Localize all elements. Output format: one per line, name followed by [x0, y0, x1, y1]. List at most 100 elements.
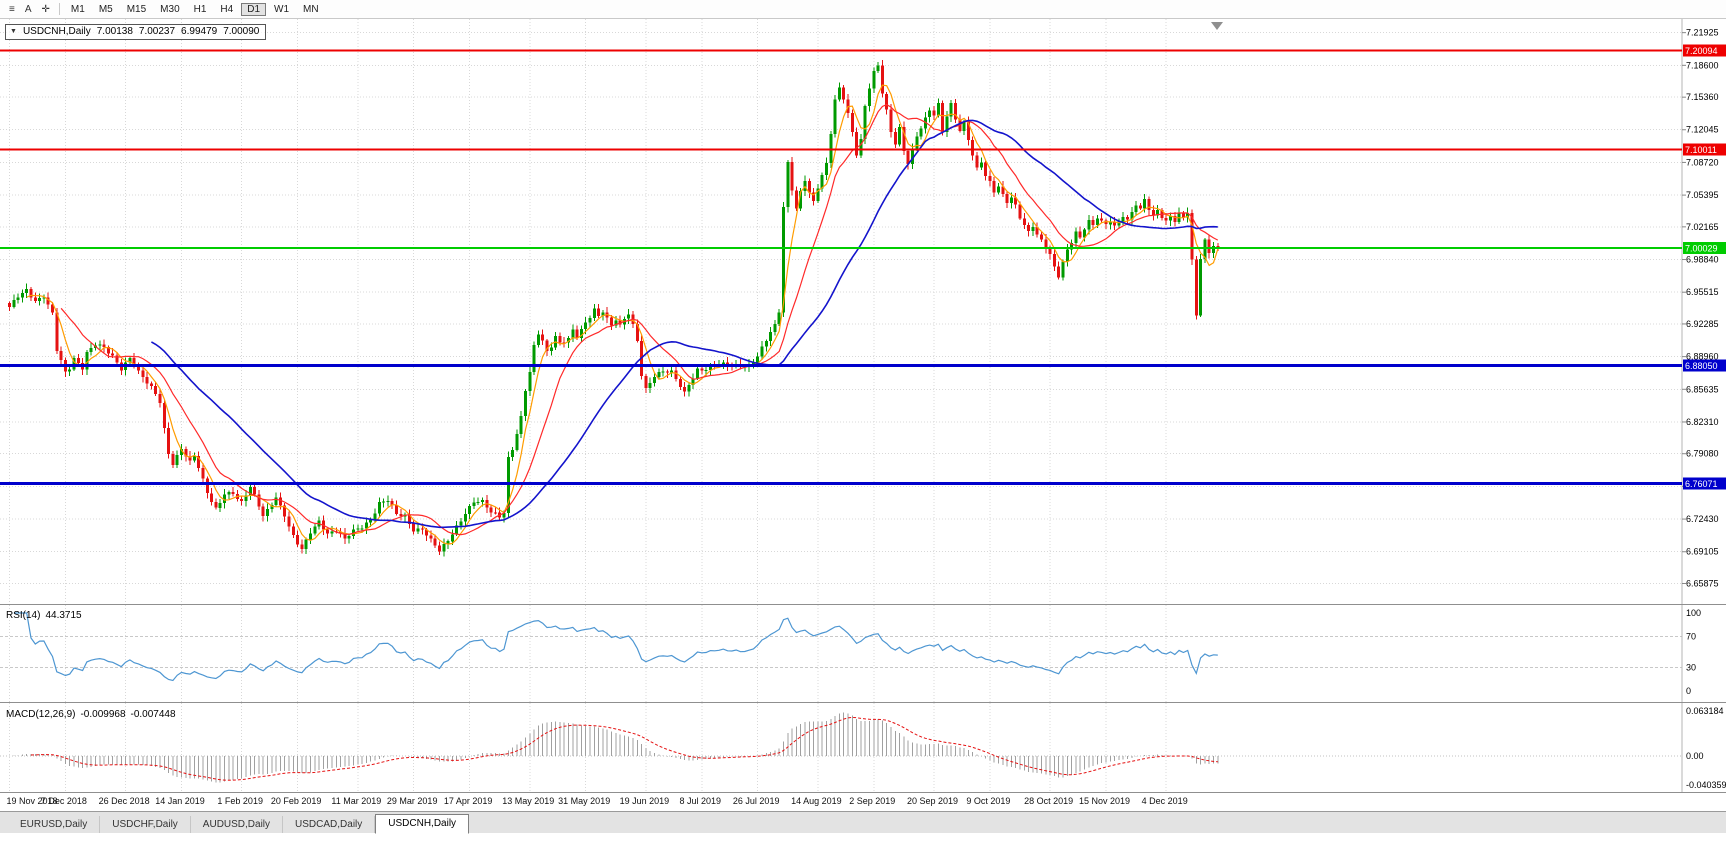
timeframe-mn[interactable]: MN: [303, 3, 319, 15]
timeframe-d1[interactable]: D1: [241, 2, 267, 16]
date-label: 11 Mar 2019: [331, 796, 382, 806]
date-label: 26 Jul 2019: [732, 796, 780, 806]
timeframe-h1[interactable]: H1: [193, 3, 207, 15]
svg-text:7.10011: 7.10011: [1685, 145, 1717, 155]
chart-dropdown-icon[interactable]: ▼: [10, 28, 17, 35]
date-label: 20 Feb 2019: [270, 796, 322, 806]
svg-text:6.85635: 6.85635: [1686, 384, 1719, 394]
tab-usdcnh[interactable]: USDCNH,Daily: [375, 814, 470, 834]
svg-text:0: 0: [1686, 686, 1691, 696]
svg-text:6.82310: 6.82310: [1686, 417, 1719, 427]
timeframe-w1[interactable]: W1: [274, 3, 290, 15]
svg-text:6.98840: 6.98840: [1686, 255, 1719, 265]
tab-audusd[interactable]: AUDUSD,Daily: [191, 816, 284, 833]
date-label: 15 Nov 2019: [1078, 796, 1131, 806]
toolbar-icon-group: ≡ A ✛: [4, 3, 55, 16]
date-label: 13 May 2019: [502, 796, 555, 806]
svg-text:100: 100: [1686, 608, 1701, 618]
svg-text:0.00: 0.00: [1686, 751, 1704, 761]
svg-text:7.18600: 7.18600: [1686, 60, 1719, 70]
ma-slow-line: [150, 119, 1218, 529]
chart-title-box[interactable]: ▼ USDCNH,Daily 7.00138 7.00237 6.99479 7…: [5, 24, 267, 40]
macd-value-1: -0.009968: [80, 709, 126, 720]
ma-fast-line: [26, 84, 1219, 545]
cursor-a-icon[interactable]: A: [24, 3, 32, 15]
quote-open: 7.00138: [96, 26, 133, 37]
svg-text:70: 70: [1686, 631, 1696, 641]
hline-price-label: [1683, 143, 1726, 156]
rsi-line: [13, 612, 1218, 682]
svg-text:6.76071: 6.76071: [1685, 479, 1718, 489]
rsi-grid: 100 70 30 0: [0, 605, 1701, 702]
date-label: 28 Oct 2019: [1024, 796, 1074, 806]
timeframe-h4[interactable]: H4: [220, 3, 234, 15]
macd-name: MACD(12,26,9): [6, 709, 76, 720]
tab-usdchf[interactable]: USDCHF,Daily: [100, 816, 191, 833]
date-label: 1 Feb 2019: [217, 796, 263, 806]
timeframe-group: M1 M5 M15 M30 H1 H4 D1 W1 MN: [64, 2, 326, 16]
date-label: 29 Mar 2019: [386, 796, 438, 806]
price-axis[interactable]: 7.21925 7.18600 7.15360 7.12045 7.08720 7.053…: [1681, 19, 1719, 605]
rsi-indicator-label: RSI(14) 44.3715: [6, 610, 87, 621]
svg-text:6.69105: 6.69105: [1686, 547, 1719, 557]
hline-price-label: [1683, 44, 1726, 57]
macd-signal-line: [30, 716, 1218, 781]
svg-text:7.08720: 7.08720: [1686, 157, 1719, 167]
timeframe-m1[interactable]: M1: [70, 3, 85, 15]
svg-text:6.88050: 6.88050: [1685, 361, 1718, 371]
svg-text:7.20094: 7.20094: [1685, 46, 1718, 56]
quote-low: 6.99479: [181, 26, 218, 37]
menu-icon[interactable]: ≡: [9, 3, 15, 15]
date-label: 14 Aug 2019: [791, 796, 842, 806]
svg-text:6.88960: 6.88960: [1686, 352, 1719, 362]
svg-text:0.063184: 0.063184: [1686, 706, 1724, 716]
svg-text:7.15360: 7.15360: [1686, 92, 1719, 102]
toolbar-separator: [58, 3, 60, 15]
date-label: 4 Dec 2019: [1141, 796, 1188, 806]
hline-price-label: [1683, 477, 1726, 490]
quote-high: 7.00237: [138, 26, 176, 37]
crosshair-icon[interactable]: ✛: [41, 3, 50, 15]
svg-text:6.79080: 6.79080: [1686, 449, 1719, 459]
chart-tab-bar: EURUSD,Daily USDCHF,Daily AUDUSD,Daily USDC…: [0, 811, 1726, 834]
date-axis[interactable]: 19 Nov 2018 7 Dec 2018 26 Dec 2018 14 Jan 2…: [0, 793, 1726, 811]
rsi-panel-canvas[interactable]: 100 70 30 0: [0, 605, 1726, 703]
main-grid: [0, 19, 1682, 604]
tab-usdcad[interactable]: USDCAD,Daily: [283, 816, 376, 833]
svg-text:7.05395: 7.05395: [1686, 190, 1719, 200]
timeframe-m5[interactable]: M5: [98, 3, 113, 15]
rsi-name: RSI(14): [6, 610, 41, 621]
date-label: 19 Nov 2018: [6, 796, 58, 806]
svg-text:7.21925: 7.21925: [1686, 28, 1719, 38]
chart-shift-marker[interactable]: [1211, 22, 1223, 30]
svg-text:30: 30: [1686, 663, 1696, 673]
horizontal-lines-layer[interactable]: 7.20094 7.10011 7.00029 6.88050 6.76071: [0, 44, 1726, 490]
timeframe-m15[interactable]: M15: [126, 3, 147, 15]
date-label: 2 Sep 2019: [849, 796, 896, 806]
chart-symbol-period: USDCNH,Daily: [22, 26, 91, 37]
hline-price-label: [1683, 241, 1726, 254]
date-label: 20 Sep 2019: [906, 796, 959, 806]
tab-eurusd[interactable]: EURUSD,Daily: [8, 816, 101, 833]
svg-text:6.92285: 6.92285: [1686, 319, 1719, 329]
top-toolbar: ≡ A ✛ M1 M5 M15 M30 H1 H4 D1 W1 MN: [0, 0, 1726, 19]
svg-text:6.72430: 6.72430: [1686, 514, 1719, 524]
ma-mid-line: [60, 103, 1219, 536]
svg-text:6.65875: 6.65875: [1686, 578, 1719, 588]
svg-text:-0.040359: -0.040359: [1686, 780, 1726, 790]
candles-layer: [8, 60, 1220, 557]
macd-histogram: [13, 712, 1219, 783]
svg-text:7.02165: 7.02165: [1686, 222, 1719, 232]
timeframe-m30[interactable]: M30: [160, 3, 180, 15]
date-label: 17 Apr 2019: [443, 796, 493, 806]
macd-panel-canvas[interactable]: 0.063184 0.00 -0.040359: [0, 703, 1726, 793]
date-label: 7 Dec 2018: [40, 796, 87, 806]
date-label: 26 Dec 2018: [98, 796, 150, 806]
status-bar: [0, 833, 1726, 845]
date-label: 14 Jan 2019: [155, 796, 205, 806]
rsi-value: 44.3715: [45, 610, 82, 621]
macd-grid: 0.063184 0.00 -0.040359: [0, 703, 1726, 792]
date-label: 31 May 2019: [558, 796, 611, 806]
main-chart-canvas[interactable]: 7.21925 7.18600 7.15360 7.12045 7.08720 7.053…: [0, 19, 1726, 605]
date-label: 8 Jul 2019: [679, 796, 722, 806]
